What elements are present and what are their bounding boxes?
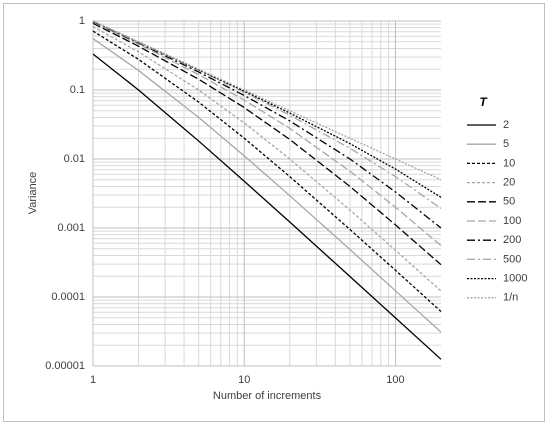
y-axis-title: Variance — [27, 172, 39, 215]
legend-label: 5 — [503, 138, 509, 150]
legend-label: 200 — [503, 234, 521, 246]
chart-border — [3, 3, 545, 422]
x-axis-title: Number of increments — [213, 390, 322, 402]
series-line — [92, 53, 442, 360]
series-line — [92, 38, 442, 333]
y-tick-label: 1 — [79, 15, 85, 27]
y-tick-label: 0.001 — [57, 222, 85, 234]
legend-label: 500 — [503, 253, 521, 265]
y-tick-label: 0.1 — [70, 84, 85, 96]
legend-label: 20 — [503, 177, 515, 189]
series-line — [92, 20, 442, 181]
series-line — [92, 20, 442, 209]
legend-label: 2 — [503, 119, 509, 131]
legend-label: 1000 — [503, 273, 527, 285]
x-tick-label: 10 — [238, 374, 250, 386]
series-line — [92, 21, 442, 247]
legend-label: 10 — [503, 157, 515, 169]
y-tick-label: 0.01 — [64, 153, 85, 165]
y-tick-label: 0.00001 — [45, 360, 85, 372]
legend-title: T — [479, 95, 488, 109]
x-tick-label: 100 — [386, 374, 404, 386]
legend-label: 50 — [503, 196, 515, 208]
series-line — [92, 25, 442, 292]
legend-label: 1/n — [503, 292, 518, 304]
x-tick-label: 1 — [90, 374, 96, 386]
series-line — [92, 21, 442, 229]
y-tick-label: 0.0001 — [51, 291, 85, 303]
series-line — [92, 22, 442, 266]
legend-label: 100 — [503, 215, 521, 227]
series-line — [92, 30, 442, 312]
